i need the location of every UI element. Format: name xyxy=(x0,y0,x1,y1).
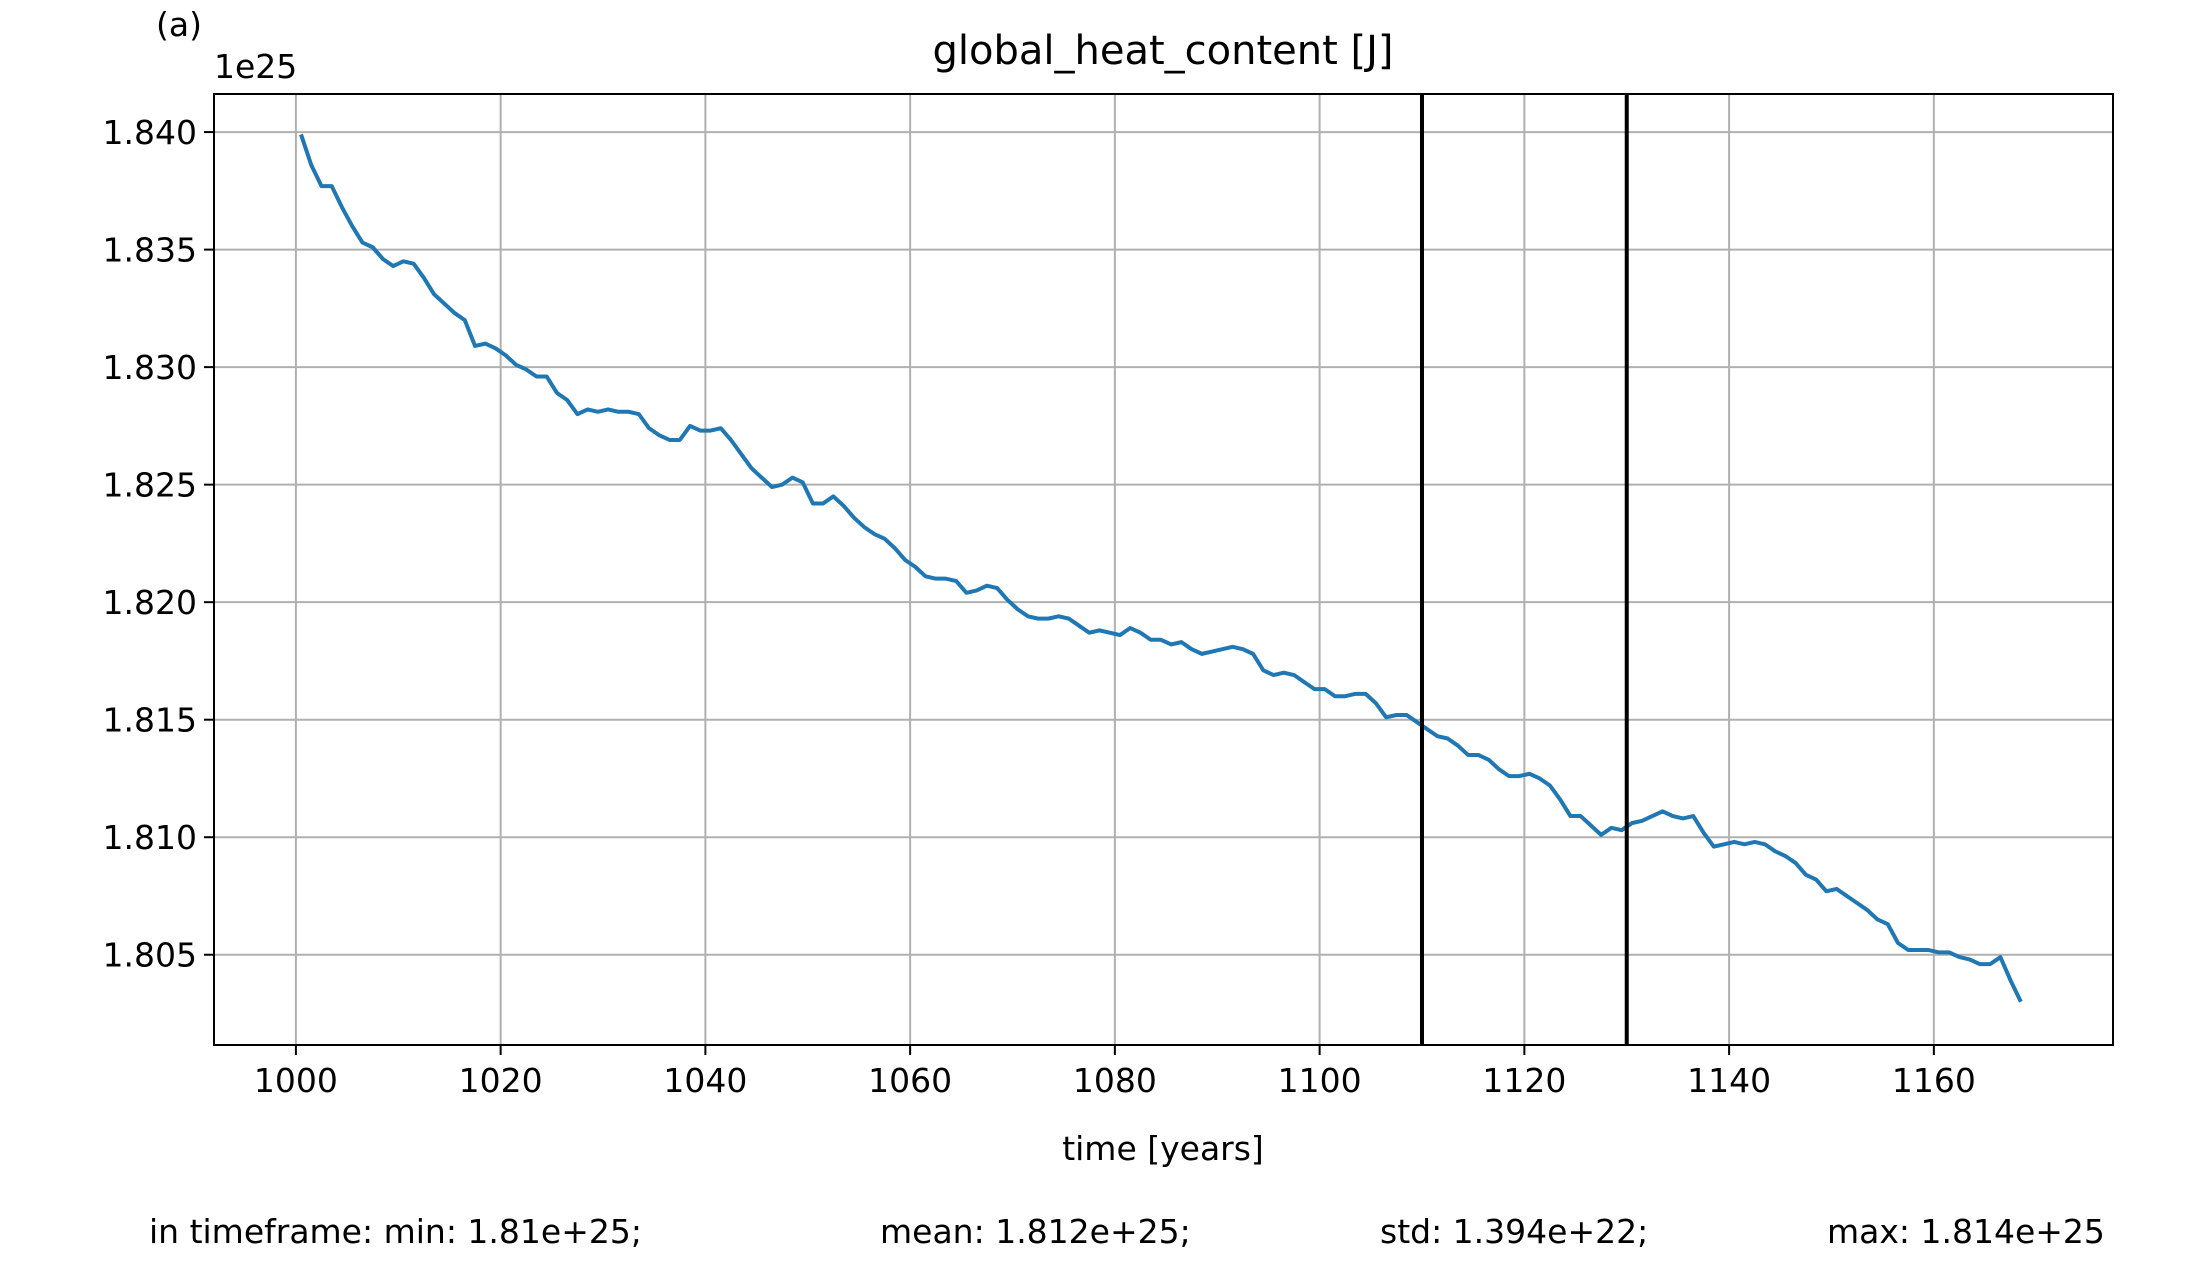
x-tick-label: 1080 xyxy=(1073,1061,1157,1100)
y-tick-label: 1.830 xyxy=(103,348,197,387)
y-tick-label: 1.805 xyxy=(103,936,197,975)
stat-text: in timeframe: min: 1.81e+25; xyxy=(149,1212,642,1251)
x-tick-label: 1020 xyxy=(459,1061,543,1100)
stat-text: std: 1.394e+22; xyxy=(1380,1212,1648,1251)
data-line xyxy=(299,133,2023,1003)
y-tick-label: 1.840 xyxy=(103,113,197,152)
x-tick-label: 1060 xyxy=(868,1061,952,1100)
x-tick-label: 1040 xyxy=(663,1061,747,1100)
x-axis-label: time [years] xyxy=(1062,1129,1264,1168)
y-tick-label: 1.825 xyxy=(103,466,197,505)
y-tick-label: 1.835 xyxy=(103,231,197,270)
y-offset-label: 1e25 xyxy=(214,47,297,86)
stat-text: max: 1.814e+25 xyxy=(1827,1212,2105,1251)
x-tick-label: 1160 xyxy=(1892,1061,1976,1100)
panel-label: (a) xyxy=(156,5,202,44)
stat-text: mean: 1.812e+25; xyxy=(880,1212,1191,1251)
y-tick-label: 1.815 xyxy=(103,701,197,740)
chart-title: global_heat_content [J] xyxy=(932,28,1393,74)
x-tick-label: 1120 xyxy=(1482,1061,1566,1100)
y-tick-label: 1.810 xyxy=(103,818,197,857)
plot-frame xyxy=(213,93,2114,1046)
x-tick-label: 1100 xyxy=(1278,1061,1362,1100)
x-tick-label: 1140 xyxy=(1687,1061,1771,1100)
y-tick-label: 1.820 xyxy=(103,583,197,622)
x-tick-label: 1000 xyxy=(254,1061,338,1100)
